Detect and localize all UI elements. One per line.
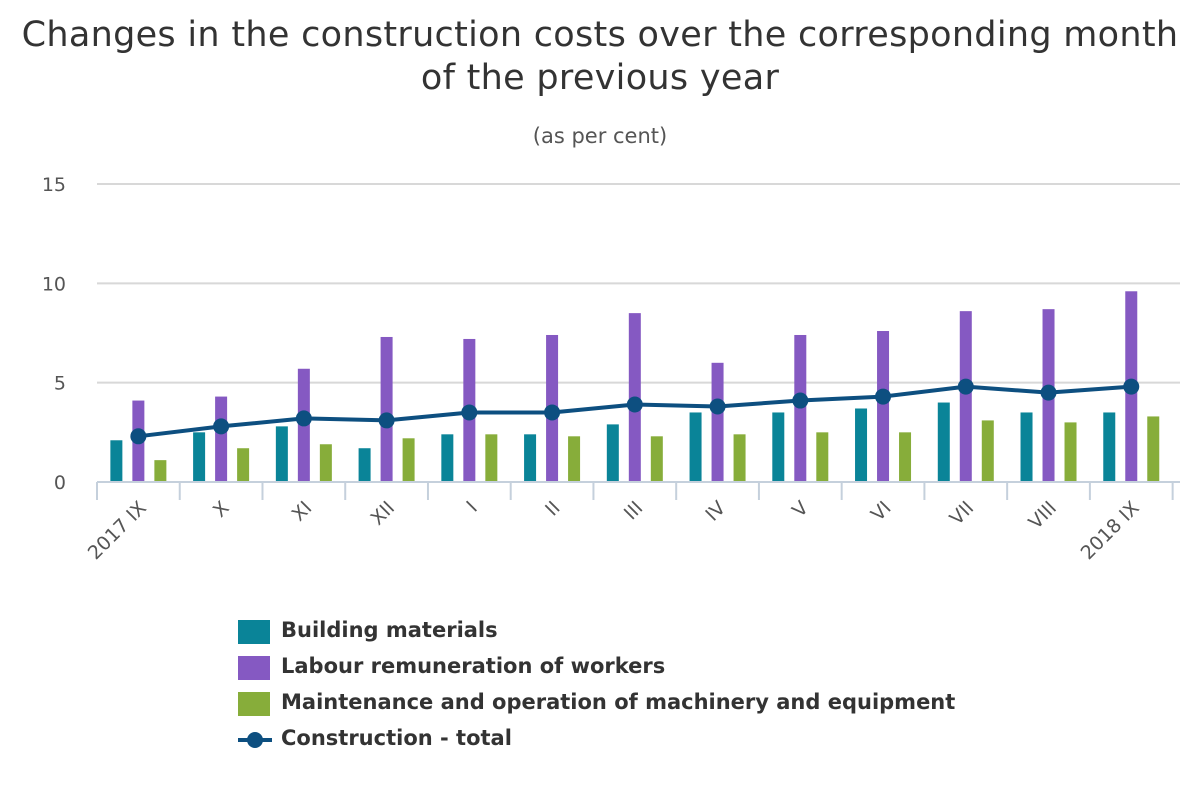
line-point xyxy=(957,378,974,395)
bar xyxy=(237,448,250,482)
legend-label: Construction - total xyxy=(281,726,512,750)
bar xyxy=(485,434,498,482)
chart-subtitle: (as per cent) xyxy=(532,124,668,148)
line-point xyxy=(378,412,395,429)
line-point xyxy=(461,404,478,421)
line-point xyxy=(295,410,312,427)
line-point xyxy=(875,388,892,405)
bar xyxy=(877,331,890,482)
bar xyxy=(1147,416,1160,482)
bar xyxy=(524,434,537,482)
legend-swatch xyxy=(238,656,270,680)
bar xyxy=(275,426,288,482)
bar xyxy=(733,434,746,482)
bar xyxy=(215,396,228,482)
x-tick-label: VIII xyxy=(1024,497,1061,534)
line-point xyxy=(1040,384,1057,401)
legend-line-marker-icon xyxy=(238,732,272,748)
x-tick-label: 2018 IX xyxy=(1077,497,1144,564)
x-axis: 2017 IX X XI XII I II III IV V VI VII VIII 2018 IX xyxy=(84,481,1180,564)
line-point xyxy=(213,418,230,435)
y-tick-label: 5 xyxy=(54,373,66,395)
bar xyxy=(1064,422,1077,482)
bar xyxy=(981,420,994,482)
x-tick-label: 2017 IX xyxy=(84,497,151,564)
line-point xyxy=(544,404,561,421)
line-point xyxy=(1123,378,1140,395)
x-tick-label: II xyxy=(541,497,564,520)
bar xyxy=(110,440,123,482)
bar xyxy=(1020,412,1033,482)
bar xyxy=(441,434,454,482)
legend-label: Labour remuneration of workers xyxy=(281,654,666,678)
bar xyxy=(1103,412,1116,482)
bar xyxy=(193,432,206,482)
y-tick-label: 10 xyxy=(42,273,66,295)
x-tick-label: V xyxy=(788,497,813,522)
bar xyxy=(689,412,702,482)
y-axis-ticks: 0 5 10 15 xyxy=(42,174,66,494)
bar xyxy=(402,438,415,482)
legend-label: Maintenance and operation of machinery a… xyxy=(281,690,956,714)
line-series xyxy=(130,378,1140,445)
bar xyxy=(358,448,371,482)
x-tick-label: X xyxy=(209,497,234,522)
bar xyxy=(380,336,393,482)
line-point xyxy=(626,396,643,413)
x-tick-label: I xyxy=(462,497,482,517)
chart-title: Changes in the construction costs over t… xyxy=(21,15,1179,98)
legend-swatch xyxy=(238,620,270,644)
bar xyxy=(855,408,868,482)
bar xyxy=(899,432,912,482)
x-tick-label: VI xyxy=(867,497,896,526)
x-tick-label: XI xyxy=(288,497,317,526)
bar xyxy=(650,436,663,482)
x-tick-label: IV xyxy=(701,497,730,526)
bar-series xyxy=(110,291,1160,482)
bar xyxy=(772,412,785,482)
bar xyxy=(816,432,829,482)
x-tick-label: III xyxy=(620,497,647,524)
line-point xyxy=(709,398,726,415)
legend-swatch xyxy=(238,692,270,716)
line-point xyxy=(130,428,147,445)
bar xyxy=(568,436,581,482)
y-tick-label: 0 xyxy=(54,472,66,494)
bar xyxy=(959,311,972,482)
bar xyxy=(711,362,724,482)
legend-label: Building materials xyxy=(281,618,498,642)
bar xyxy=(937,402,950,482)
bar xyxy=(606,424,619,482)
x-tick-label: VII xyxy=(946,497,979,530)
line-point xyxy=(792,392,809,409)
bar xyxy=(154,460,167,482)
bar xyxy=(319,444,332,482)
y-tick-label: 15 xyxy=(42,174,66,196)
x-tick-label: XII xyxy=(366,497,399,530)
